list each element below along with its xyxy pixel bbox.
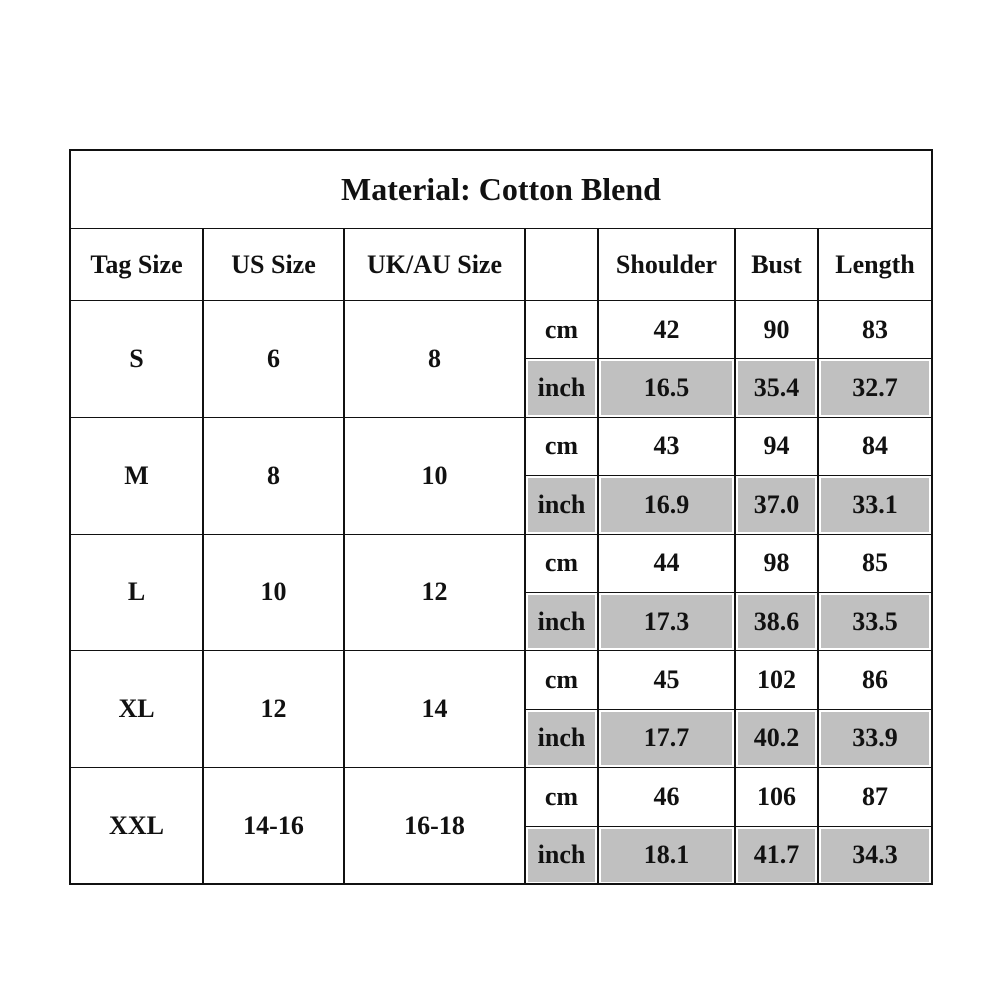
cm-cell: 42: [598, 300, 735, 360]
header-cell: Tag Size: [70, 228, 203, 301]
cm-cell: 83: [818, 300, 932, 360]
inch-cell: 40.2: [735, 708, 818, 769]
inch-cell: 18.1: [598, 825, 735, 885]
cm-cell: cm: [525, 416, 598, 477]
cm-cell: 85: [818, 533, 932, 593]
header-cell: Shoulder: [598, 228, 735, 301]
inch-cell: inch: [525, 475, 598, 535]
inch-cell: 35.4: [735, 358, 818, 418]
header-blank: [525, 228, 598, 301]
size-cell: XXL: [70, 767, 203, 885]
size-cell: 8: [203, 416, 344, 535]
inch-cell: 38.6: [735, 592, 818, 652]
cm-cell: cm: [525, 533, 598, 593]
size-cell: 6: [203, 300, 344, 418]
size-cell: 16-18: [344, 767, 525, 885]
inch-cell: 37.0: [735, 475, 818, 535]
inch-cell: inch: [525, 592, 598, 652]
size-cell: 12: [344, 533, 525, 652]
cm-cell: 90: [735, 300, 818, 360]
cm-cell: 86: [818, 650, 932, 710]
header-cell: Bust: [735, 228, 818, 301]
cm-cell: 106: [735, 767, 818, 827]
cm-cell: 87: [818, 767, 932, 827]
inch-cell: 33.5: [818, 592, 932, 652]
size-cell: M: [70, 416, 203, 535]
cm-cell: 84: [818, 416, 932, 477]
inch-cell: 17.7: [598, 708, 735, 769]
inch-cell: 17.3: [598, 592, 735, 652]
size-cell: 14-16: [203, 767, 344, 885]
size-cell: 10: [344, 416, 525, 535]
inch-cell: 34.3: [818, 825, 932, 885]
inch-cell: 16.5: [598, 358, 735, 418]
size-cell: XL: [70, 650, 203, 769]
cm-cell: 45: [598, 650, 735, 710]
inch-cell: 41.7: [735, 825, 818, 885]
inch-cell: 33.9: [818, 708, 932, 769]
size-cell: 14: [344, 650, 525, 769]
size-cell: S: [70, 300, 203, 418]
cm-cell: 44: [598, 533, 735, 593]
cm-cell: 43: [598, 416, 735, 477]
size-cell: 8: [344, 300, 525, 418]
inch-cell: inch: [525, 358, 598, 418]
header-cell: UK/AU Size: [344, 228, 525, 301]
cm-cell: cm: [525, 767, 598, 827]
cm-cell: 98: [735, 533, 818, 593]
inch-cell: inch: [525, 708, 598, 769]
cm-cell: cm: [525, 650, 598, 710]
table-title: Material: Cotton Blend: [70, 150, 932, 229]
cm-cell: 102: [735, 650, 818, 710]
inch-cell: 16.9: [598, 475, 735, 535]
header-cell: US Size: [203, 228, 344, 301]
inch-cell: 33.1: [818, 475, 932, 535]
size-cell: 10: [203, 533, 344, 652]
header-cell: Length: [818, 228, 932, 301]
cm-cell: 46: [598, 767, 735, 827]
size-cell: L: [70, 533, 203, 652]
cm-cell: 94: [735, 416, 818, 477]
inch-cell: inch: [525, 825, 598, 885]
cm-cell: cm: [525, 300, 598, 360]
inch-cell: 32.7: [818, 358, 932, 418]
size-cell: 12: [203, 650, 344, 769]
